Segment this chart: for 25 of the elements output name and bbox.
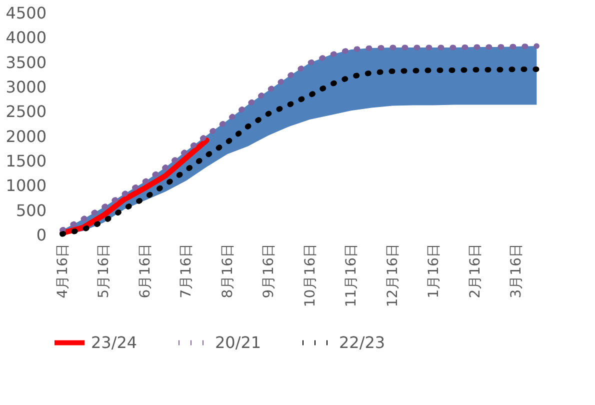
y-tick-label: 2000 — [6, 126, 46, 146]
x-tick-label: 1月16日 — [426, 244, 442, 298]
y-tick-label: 4500 — [6, 4, 46, 22]
y-tick-label: 2500 — [6, 102, 46, 122]
x-tick-label: 5月16日 — [96, 244, 112, 298]
x-tick-label: 12月16日 — [384, 244, 401, 308]
legend-label: 20/21 — [215, 332, 262, 352]
legend-label: 22/23 — [339, 332, 386, 352]
x-tick-label: 9月16日 — [261, 244, 278, 298]
x-tick-label: 8月16日 — [220, 244, 236, 298]
x-tick-label: 7月16日 — [178, 244, 195, 298]
y-tick-label: 500 — [16, 200, 46, 220]
x-tick-label: 6月16日 — [137, 244, 154, 298]
x-tick-label: 11月16日 — [344, 244, 360, 308]
y-tick-label: 3500 — [6, 52, 46, 72]
y-tick-label: 1500 — [6, 152, 46, 170]
y-tick-label: 0 — [36, 226, 46, 244]
y-tick-label: 3000 — [6, 78, 46, 96]
x-tick-label: 4月16日 — [54, 244, 71, 298]
legend-label: 23/24 — [91, 332, 138, 352]
x-tick-label: 3月16日 — [508, 244, 525, 298]
y-tick-label: 4000 — [6, 28, 46, 48]
x-tick-label: 2月16日 — [467, 244, 484, 298]
y-tick-label: 1000 — [6, 176, 46, 196]
x-tick-label: 10月16日 — [302, 244, 318, 308]
